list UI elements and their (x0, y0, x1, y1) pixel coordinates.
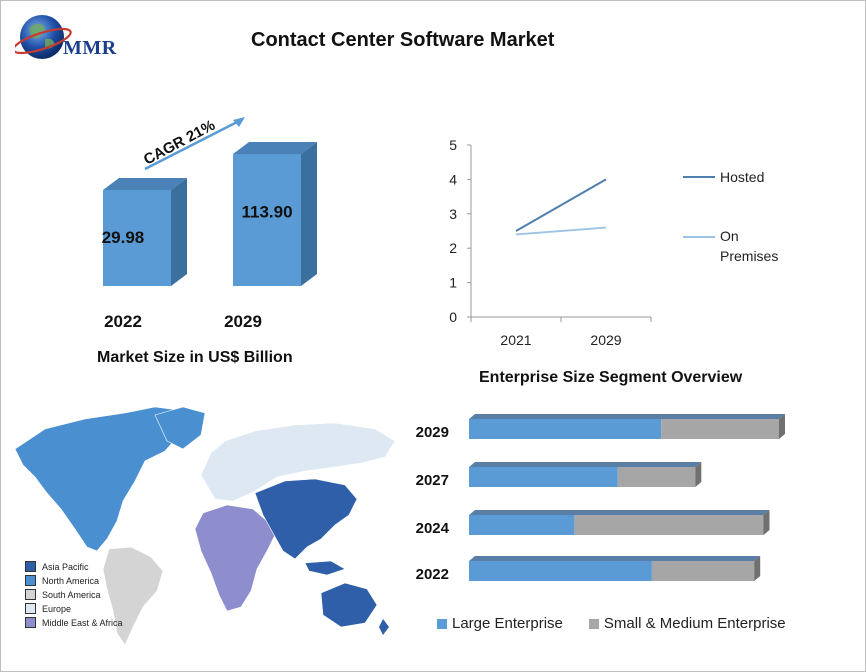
world-map (14, 406, 396, 646)
bar-chart-title: Market Size in US$ Billion (97, 349, 293, 366)
region-indonesia (304, 560, 346, 576)
y-tick-label: 1 (449, 275, 457, 291)
segment-bar-2024-0 (469, 515, 575, 535)
region-australia (320, 582, 378, 628)
cagr-label: CAGR 21% (141, 117, 218, 169)
series-line-0 (515, 178, 607, 232)
bar-category-label: 2029 (224, 312, 262, 331)
bar-side-face (695, 462, 702, 487)
category-label: 2029 (416, 424, 449, 441)
map-legend-label: South America (42, 589, 101, 600)
region-middle-east-africa (194, 504, 276, 612)
y-tick-label: 2 (449, 240, 457, 256)
legend-label-large: Large Enterprise (452, 615, 563, 632)
legend-swatch (25, 575, 36, 586)
region-new-zealand (379, 619, 389, 635)
bar-top-face (103, 178, 187, 190)
map-legend: Asia Pacific North America South America… (25, 561, 123, 628)
x-tick-label: 2029 (590, 332, 621, 348)
map-legend-label: Asia Pacific (42, 561, 89, 572)
segment-chart-title: Enterprise Size Segment Overview (479, 369, 743, 386)
bar-category-label: 2022 (104, 312, 142, 331)
region-south-america (102, 546, 164, 646)
cagr-arrow (144, 117, 244, 171)
legend-swatch-sme (588, 618, 599, 629)
bar-2022 (103, 190, 171, 286)
segment-bar-2029-0 (469, 419, 662, 439)
bar-2029 (233, 154, 301, 286)
hosting-line-chart: 0 1 2 3 4 5 2021 2029 Hosted On Premises (449, 137, 778, 348)
segment-bar-2024-1 (574, 515, 764, 535)
region-greenland (154, 406, 206, 450)
enterprise-segment-chart: 2029 2027 2024 2022 (416, 414, 785, 583)
bar-side-face (171, 178, 187, 286)
bar-side-face (763, 510, 770, 535)
legend-label-hosted: Hosted (720, 169, 764, 185)
map-legend-label: Middle East & Africa (42, 617, 123, 628)
y-tick-label: 4 (449, 171, 457, 187)
bar-side-face (754, 556, 761, 581)
segment-bar-2027-0 (469, 467, 618, 487)
map-legend-label: Europe (42, 603, 72, 614)
map-legend-item: Middle East & Africa (25, 617, 123, 628)
bar-top-face (469, 510, 770, 515)
market-size-bar-chart: 29.98 2022 113.90 2029 CAGR 21% (102, 117, 317, 331)
region-asia-pacific (254, 478, 358, 560)
category-label: 2022 (416, 566, 449, 583)
page-title: Contact Center Software Market (251, 29, 555, 51)
globe-logo-icon (15, 15, 72, 59)
bar-side-face (301, 142, 317, 286)
logo-text: MMR (63, 37, 117, 59)
bar-top-face (469, 556, 761, 561)
segment-bar-2022-1 (651, 561, 755, 581)
cagr-arrow-head (233, 117, 245, 127)
bar-side-face (779, 414, 785, 439)
region-north-america (14, 406, 186, 552)
map-legend-item: South America (25, 589, 123, 600)
y-tick-label: 5 (449, 137, 457, 153)
bar-top-face (469, 462, 702, 467)
map-legend-item: Europe (25, 603, 123, 614)
legend-label-sme: Small & Medium Enterprise (603, 615, 786, 632)
legend-label-on-premises-2: Premises (720, 248, 778, 264)
legend-swatch (25, 561, 36, 572)
legend-swatch (25, 589, 36, 600)
category-label: 2027 (416, 472, 449, 489)
legend-swatch-large (437, 618, 447, 629)
series-line-1 (515, 226, 607, 236)
legend-swatch (25, 603, 36, 614)
segment-legend: Large Enterprise Small & Medium Enterpri… (437, 615, 786, 632)
y-tick-label: 3 (449, 206, 457, 222)
region-europe (200, 422, 396, 502)
segment-bar-2022-0 (469, 561, 652, 581)
bar-top-face (469, 414, 785, 419)
y-tick-label: 0 (449, 309, 457, 325)
map-legend-item: North America (25, 575, 123, 586)
x-tick-label: 2021 (500, 332, 531, 348)
legend-swatch (25, 617, 36, 628)
segment-bar-2029-1 (661, 419, 779, 439)
category-label: 2024 (416, 520, 450, 537)
segment-bar-2027-1 (617, 467, 696, 487)
bar-value-label: 29.98 (102, 228, 145, 247)
legend-label-on-premises-1: On (720, 228, 739, 244)
map-legend-label: North America (42, 575, 100, 586)
bar-top-face (233, 142, 317, 154)
map-legend-item: Asia Pacific (25, 561, 123, 572)
bar-value-label: 113.90 (241, 202, 292, 221)
